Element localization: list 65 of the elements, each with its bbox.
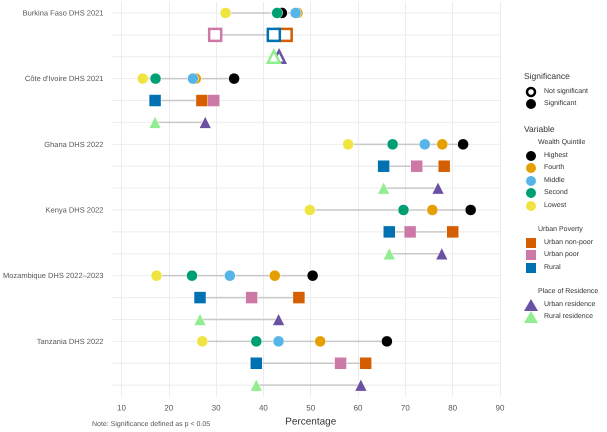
- point: [419, 138, 431, 150]
- x-tick-label: 70: [400, 404, 410, 413]
- point: [196, 336, 208, 348]
- x-tick-label: 30: [212, 404, 222, 413]
- point: [198, 116, 212, 129]
- point: [377, 160, 390, 172]
- point: [150, 72, 162, 84]
- point: [438, 160, 450, 172]
- point: [207, 94, 220, 107]
- point: [228, 72, 240, 84]
- point: [436, 138, 448, 150]
- point: [150, 270, 162, 282]
- point: [245, 291, 258, 304]
- point: [381, 336, 393, 348]
- x-tick-label: 50: [306, 404, 316, 413]
- x-tick-label: 40: [258, 404, 268, 413]
- point: [314, 336, 326, 348]
- legend-title: Variable: [524, 122, 556, 135]
- point: [410, 160, 423, 172]
- point: [220, 7, 232, 19]
- point: [377, 182, 390, 194]
- point: [334, 357, 347, 370]
- point: [272, 313, 285, 326]
- point: [148, 94, 162, 107]
- point: [194, 313, 206, 326]
- point: [383, 248, 396, 260]
- point: [266, 49, 282, 64]
- point: [436, 248, 448, 260]
- point: [269, 270, 281, 282]
- x-tick-label: 20: [164, 404, 174, 413]
- point: [186, 270, 198, 282]
- x-tick-label: 60: [354, 404, 364, 413]
- point: [196, 94, 208, 107]
- point: [457, 138, 469, 150]
- point: [266, 28, 282, 42]
- point: [359, 357, 372, 370]
- point: [292, 291, 306, 304]
- point: [137, 72, 149, 84]
- point: [250, 378, 263, 392]
- point: [404, 226, 416, 238]
- point: [271, 7, 283, 19]
- point: [148, 116, 162, 129]
- x-tick-label: 10: [117, 404, 126, 413]
- x-tick-label: 80: [448, 404, 458, 413]
- text: Significance: [524, 70, 571, 82]
- point: [386, 138, 398, 150]
- point: [250, 357, 263, 370]
- point: [383, 226, 396, 238]
- point: [304, 204, 316, 216]
- point: [432, 182, 444, 194]
- point: [208, 28, 222, 42]
- point: [224, 270, 236, 282]
- point: [446, 226, 459, 238]
- point: [187, 72, 199, 84]
- point: [342, 138, 354, 150]
- point: [194, 291, 206, 304]
- point: [354, 378, 368, 392]
- point: [398, 204, 410, 216]
- point: [272, 336, 284, 348]
- x-tick-label: 90: [496, 404, 505, 413]
- point: [464, 204, 476, 216]
- point: [306, 270, 318, 282]
- x-axis-title: Percentage: [285, 416, 337, 428]
- point: [250, 336, 262, 348]
- point: [426, 204, 438, 216]
